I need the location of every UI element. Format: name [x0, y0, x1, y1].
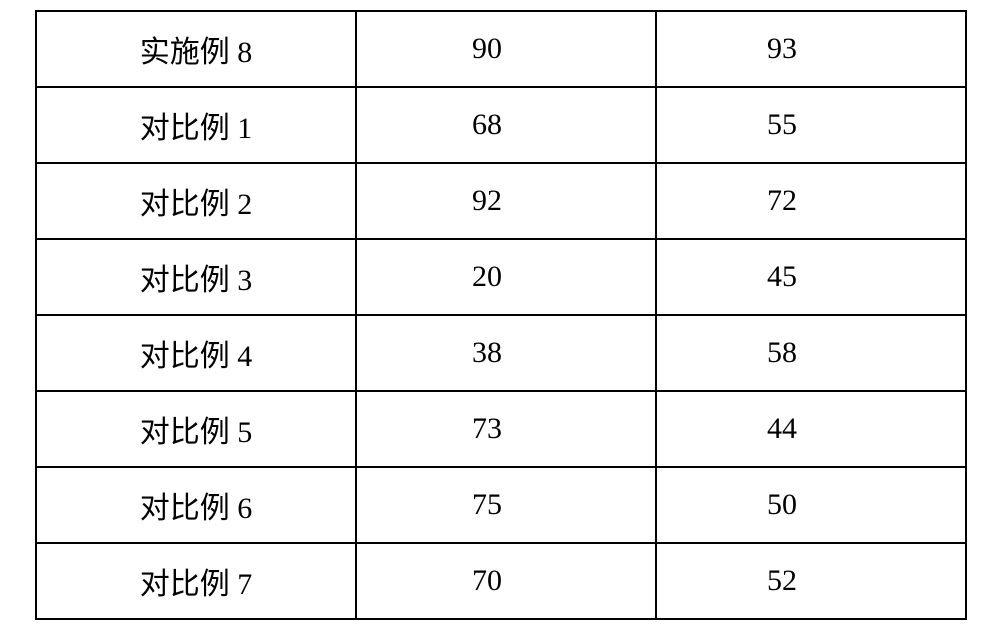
data-table: 实施例 8 90 93 对比例 1 68 55 对比例 2 92 72 对比例 … — [35, 10, 967, 620]
table-row: 对比例 3 20 45 — [36, 239, 966, 315]
value-cell-1: 90 — [356, 11, 656, 87]
row-label-cell: 对比例 6 — [36, 467, 356, 543]
value-cell-1: 20 — [356, 239, 656, 315]
value-cell-1: 75 — [356, 467, 656, 543]
table-row: 对比例 4 38 58 — [36, 315, 966, 391]
row-label-cell: 对比例 5 — [36, 391, 356, 467]
row-label-cell: 对比例 1 — [36, 87, 356, 163]
row-label-cell: 对比例 3 — [36, 239, 356, 315]
table-container: 实施例 8 90 93 对比例 1 68 55 对比例 2 92 72 对比例 … — [35, 10, 965, 620]
value-cell-2: 58 — [656, 315, 966, 391]
table-row: 对比例 5 73 44 — [36, 391, 966, 467]
row-label-cell: 实施例 8 — [36, 11, 356, 87]
value-cell-2: 93 — [656, 11, 966, 87]
value-cell-2: 72 — [656, 163, 966, 239]
value-cell-2: 44 — [656, 391, 966, 467]
row-label-cell: 对比例 2 — [36, 163, 356, 239]
value-cell-2: 50 — [656, 467, 966, 543]
value-cell-1: 92 — [356, 163, 656, 239]
value-cell-1: 73 — [356, 391, 656, 467]
table-row: 对比例 6 75 50 — [36, 467, 966, 543]
table-row: 对比例 1 68 55 — [36, 87, 966, 163]
value-cell-2: 52 — [656, 543, 966, 619]
value-cell-1: 70 — [356, 543, 656, 619]
table-row: 实施例 8 90 93 — [36, 11, 966, 87]
value-cell-2: 55 — [656, 87, 966, 163]
row-label-cell: 对比例 7 — [36, 543, 356, 619]
value-cell-2: 45 — [656, 239, 966, 315]
value-cell-1: 68 — [356, 87, 656, 163]
row-label-cell: 对比例 4 — [36, 315, 356, 391]
value-cell-1: 38 — [356, 315, 656, 391]
table-row: 对比例 7 70 52 — [36, 543, 966, 619]
table-row: 对比例 2 92 72 — [36, 163, 966, 239]
